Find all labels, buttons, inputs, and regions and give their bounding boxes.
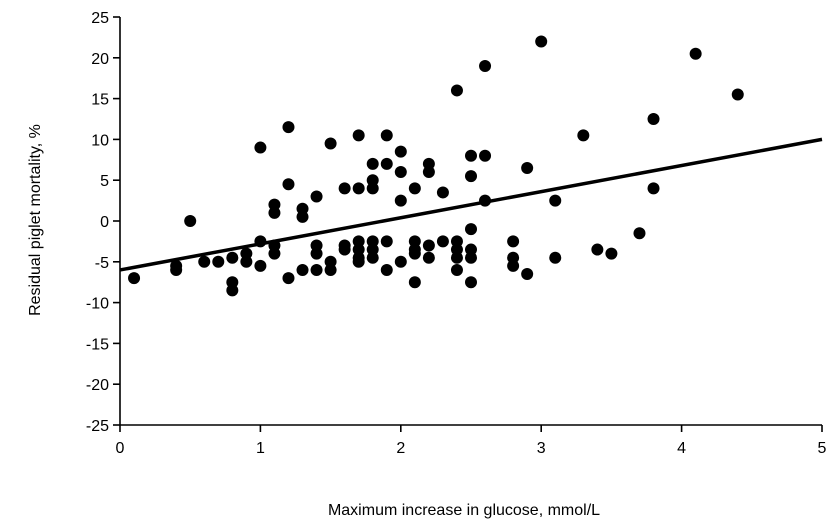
- data-point: [647, 182, 660, 195]
- data-point: [380, 157, 393, 170]
- data-point: [380, 263, 393, 276]
- data-point: [647, 113, 660, 125]
- data-point: [212, 255, 225, 268]
- data-point: [366, 251, 379, 264]
- y-tick-label: -10: [86, 296, 109, 313]
- y-tick-label: -15: [86, 336, 109, 353]
- data-point: [731, 88, 744, 101]
- data-point: [394, 255, 407, 268]
- y-tick-label: 25: [91, 10, 109, 27]
- data-point: [422, 166, 435, 179]
- data-point: [324, 137, 337, 150]
- data-point: [380, 235, 393, 248]
- data-point: [310, 263, 323, 276]
- data-point: [254, 141, 267, 154]
- data-point: [507, 235, 520, 248]
- data-point: [268, 206, 281, 219]
- y-tick-label: -20: [86, 377, 109, 394]
- data-point: [268, 247, 281, 260]
- data-point: [366, 182, 379, 195]
- regression-line: [119, 137, 823, 272]
- x-tick-label: 1: [256, 440, 265, 457]
- y-axis-ticks: 25 20 15 10 5 0 -5 -10 -15 -20 -25: [86, 10, 120, 435]
- data-point: [408, 182, 421, 195]
- y-tick-label: -5: [95, 255, 109, 272]
- data-point: [507, 259, 520, 272]
- data-point: [591, 243, 604, 256]
- x-axis-ticks: 0 1 2 3 4 5: [116, 425, 827, 457]
- data-point: [352, 255, 365, 268]
- data-point: [436, 235, 449, 248]
- data-point: [436, 186, 449, 199]
- data-point: [549, 251, 562, 264]
- data-point: [310, 190, 323, 203]
- data-point: [450, 251, 463, 264]
- data-point: [605, 247, 618, 260]
- y-tick-label: 10: [91, 132, 109, 149]
- data-point: [521, 268, 534, 281]
- x-tick-label: 3: [537, 440, 546, 457]
- data-point: [549, 194, 562, 207]
- data-point: [128, 272, 141, 285]
- data-point: [479, 59, 492, 72]
- data-point: [422, 251, 435, 264]
- data-point: [240, 255, 253, 268]
- data-point: [380, 129, 393, 142]
- data-point: [465, 251, 477, 264]
- data-point: [296, 263, 309, 276]
- data-point: [689, 47, 702, 60]
- data-point: [282, 272, 295, 285]
- data-point: [450, 263, 463, 276]
- data-points: [128, 35, 744, 297]
- data-point: [338, 182, 351, 195]
- data-point: [408, 247, 421, 260]
- data-point: [521, 161, 534, 174]
- data-point: [577, 129, 590, 142]
- data-point: [282, 121, 295, 134]
- x-axis-title: Maximum increase in glucose, mmol/L: [328, 502, 600, 519]
- data-point: [338, 243, 351, 256]
- y-tick-label: 20: [91, 51, 109, 68]
- data-point: [366, 157, 379, 170]
- y-tick-label: 15: [91, 92, 109, 109]
- x-tick-label: 0: [116, 440, 125, 457]
- data-point: [422, 239, 435, 252]
- data-point: [296, 210, 309, 223]
- data-point: [465, 223, 477, 236]
- data-point: [479, 149, 492, 162]
- data-point: [254, 259, 267, 272]
- x-tick-label: 4: [677, 440, 686, 457]
- data-point: [465, 170, 477, 183]
- data-point: [450, 84, 463, 97]
- data-point: [226, 251, 239, 264]
- y-tick-label: -25: [86, 418, 109, 435]
- data-point: [633, 227, 646, 240]
- data-point: [394, 194, 407, 207]
- data-point: [198, 255, 211, 268]
- data-point: [465, 276, 477, 289]
- data-point: [352, 129, 365, 142]
- data-point: [184, 215, 197, 227]
- data-point: [324, 263, 337, 276]
- data-point: [465, 149, 477, 162]
- x-tick-label: 2: [396, 440, 405, 457]
- y-tick-label: 0: [100, 214, 109, 231]
- data-point: [282, 178, 295, 191]
- data-point: [310, 247, 323, 260]
- data-point: [170, 259, 183, 272]
- data-point: [535, 35, 548, 48]
- y-tick-label: 5: [100, 173, 109, 190]
- data-point: [408, 276, 421, 289]
- data-point: [352, 182, 365, 195]
- data-point: [394, 145, 407, 158]
- y-axis-title: Residual piglet mortality, %: [27, 124, 44, 316]
- data-point: [226, 284, 239, 297]
- data-point: [394, 166, 407, 179]
- x-tick-label: 5: [818, 440, 827, 457]
